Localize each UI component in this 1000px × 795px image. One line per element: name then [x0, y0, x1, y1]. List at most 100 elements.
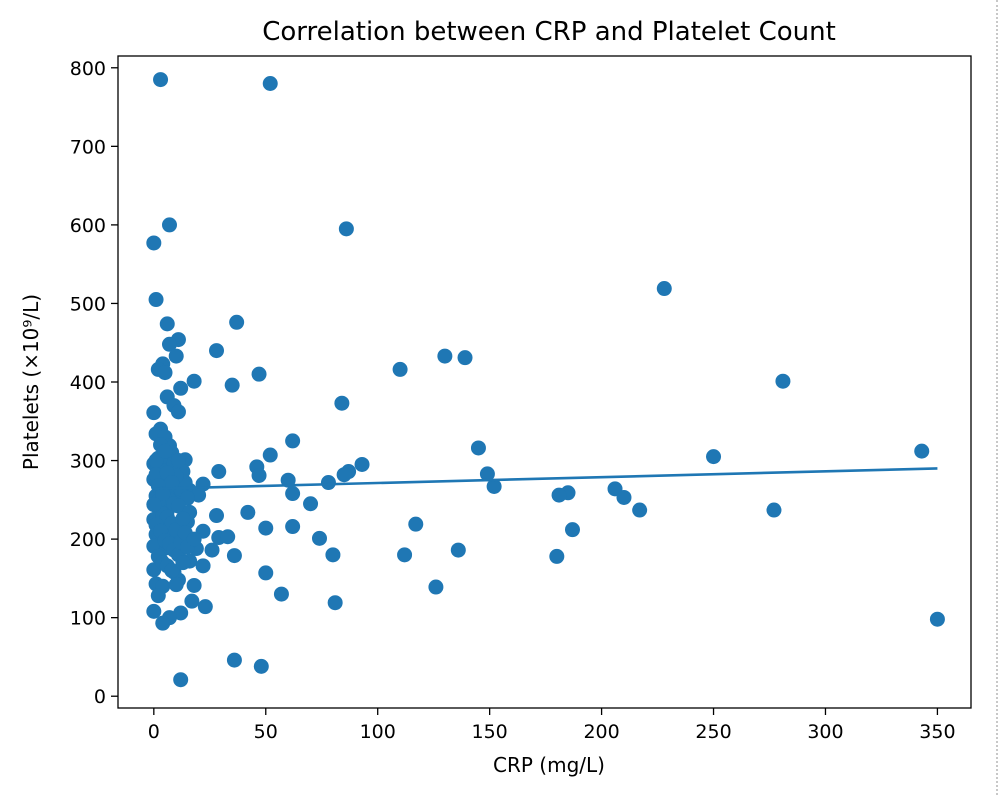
data-point: [564, 522, 580, 538]
data-point: [226, 652, 242, 668]
data-point: [766, 502, 782, 518]
data-point: [470, 440, 486, 456]
data-point: [209, 508, 225, 524]
x-axis: 0 50 100 150 200 250 300 350: [148, 708, 956, 743]
data-point: [320, 475, 336, 491]
data-point: [146, 497, 162, 513]
data-point: [706, 449, 722, 465]
data-point: [157, 365, 173, 381]
x-tick-label: 150: [472, 721, 508, 743]
y-tick-label: 200: [70, 529, 106, 551]
data-point: [195, 558, 211, 574]
data-point: [325, 547, 341, 563]
data-point: [164, 475, 180, 491]
data-point: [327, 595, 343, 611]
x-axis-label: CRP (mg/L): [493, 753, 605, 777]
data-point: [775, 373, 791, 389]
data-point: [616, 489, 632, 505]
data-point: [334, 395, 350, 411]
data-point: [285, 433, 301, 449]
y-axis-label: Platelets (×10⁹/L): [19, 294, 43, 470]
data-point: [262, 75, 278, 91]
data-point: [262, 447, 278, 463]
x-tick-label: 200: [583, 721, 619, 743]
data-point: [229, 314, 245, 330]
data-point: [226, 548, 242, 564]
data-point: [168, 348, 184, 364]
data-point: [258, 520, 274, 536]
data-point: [173, 672, 189, 688]
trend-line: [153, 467, 938, 491]
data-point: [408, 516, 424, 532]
data-point: [303, 496, 319, 512]
data-point: [551, 487, 567, 503]
data-point: [285, 486, 301, 502]
y-tick-label: 800: [70, 58, 106, 80]
x-tick-label: 250: [695, 721, 731, 743]
y-tick-label: 100: [70, 608, 106, 630]
data-point: [450, 542, 466, 558]
y-axis: 0 100 200 300 400 500 600 700 800: [70, 58, 118, 708]
x-tick-label: 50: [254, 721, 278, 743]
data-point: [170, 453, 186, 469]
x-tick-label: 350: [919, 721, 955, 743]
y-tick-label: 700: [70, 136, 106, 158]
data-point: [170, 404, 186, 420]
data-point: [146, 603, 162, 619]
data-point: [253, 658, 269, 674]
data-point: [186, 373, 202, 389]
data-point: [161, 217, 177, 233]
y-tick-label: 0: [94, 686, 106, 708]
data-point: [159, 316, 175, 332]
data-point: [220, 529, 236, 545]
data-point: [929, 611, 945, 627]
y-tick-label: 300: [70, 451, 106, 473]
data-point: [338, 221, 354, 237]
data-point: [428, 579, 444, 595]
data-point: [161, 336, 177, 352]
data-point: [258, 565, 274, 581]
y-tick-label: 600: [70, 215, 106, 237]
data-point: [148, 453, 164, 469]
y-tick-label: 500: [70, 293, 106, 315]
data-point: [157, 443, 173, 459]
data-point: [155, 615, 171, 631]
data-point: [397, 547, 413, 563]
data-point: [204, 542, 220, 558]
plot-area-frame: [117, 55, 972, 709]
data-point: [336, 467, 352, 483]
data-point: [656, 281, 672, 297]
chart-title: Correlation between CRP and Platelet Cou…: [262, 17, 836, 47]
data-point: [224, 377, 240, 393]
x-tick-label: 300: [807, 721, 843, 743]
data-point: [549, 548, 565, 564]
data-point: [209, 343, 225, 359]
data-point: [486, 478, 502, 494]
data-point: [164, 563, 180, 579]
data-point: [914, 443, 930, 459]
data-point: [479, 466, 495, 482]
data-point: [150, 588, 166, 604]
data-point: [146, 405, 162, 421]
data-point: [632, 502, 648, 518]
data-point: [285, 519, 301, 535]
data-point: [146, 235, 162, 251]
data-point: [173, 380, 189, 396]
data-point: [251, 366, 267, 382]
data-point: [186, 577, 202, 593]
dotted-border: [996, 0, 998, 795]
data-point: [273, 586, 289, 602]
data-point: [240, 504, 256, 520]
data-point: [173, 605, 189, 621]
x-tick-label: 100: [360, 721, 396, 743]
y-tick-label: 400: [70, 372, 106, 394]
data-point: [175, 555, 191, 571]
data-points: [146, 72, 945, 688]
data-point: [311, 530, 327, 546]
data-point: [184, 593, 200, 609]
data-point: [148, 292, 164, 308]
data-point: [437, 348, 453, 364]
x-tick-label: 0: [148, 721, 160, 743]
data-point: [168, 577, 184, 593]
